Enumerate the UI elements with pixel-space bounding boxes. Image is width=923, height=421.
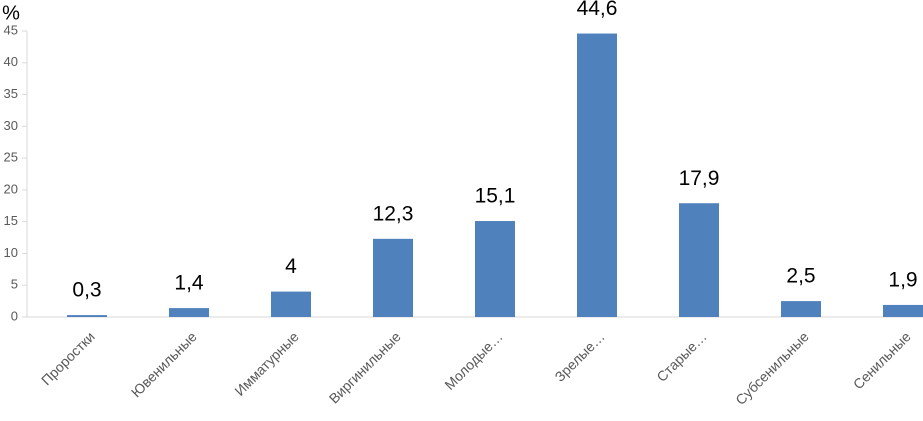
y-tick-label: 30	[4, 118, 18, 133]
y-axis-label: %	[2, 2, 20, 24]
value-label: 1,4	[174, 272, 204, 295]
value-label: 0,3	[72, 279, 101, 302]
y-tick-label: 40	[4, 54, 18, 69]
x-tick-label: Сенильные	[850, 328, 914, 392]
y-tick-label: 5	[11, 277, 18, 292]
value-label: 2,5	[786, 265, 815, 288]
x-tick-label: Ювенильные	[128, 328, 200, 400]
bar	[679, 203, 719, 317]
y-tick-label: 45	[4, 22, 18, 37]
y-tick-label: 15	[4, 213, 18, 228]
x-tick-label: Старые…	[653, 328, 709, 384]
x-tick-label: Проростки	[38, 328, 98, 388]
value-label: 15,1	[475, 185, 516, 208]
value-label: 12,3	[373, 202, 414, 225]
value-label: 44,6	[577, 0, 618, 20]
y-tick-label: 0	[11, 308, 18, 323]
value-label: 17,9	[679, 167, 720, 190]
bar	[271, 291, 311, 317]
value-label: 4	[285, 255, 297, 278]
bar	[67, 315, 107, 317]
x-tick-label: Зрелые…	[551, 328, 607, 384]
y-tick-label: 10	[4, 245, 18, 260]
x-tick-label: Виргинильные	[326, 328, 404, 406]
y-tick-label: 20	[4, 181, 18, 196]
x-tick-label: Молодые…	[441, 328, 505, 392]
x-tick-label: Субсенильные	[732, 328, 812, 408]
y-tick-label: 25	[4, 150, 18, 165]
bar	[781, 301, 821, 317]
x-tick-label: Имматурные	[231, 328, 302, 399]
y-tick-label: 35	[4, 86, 18, 101]
bar	[577, 33, 617, 317]
bar	[883, 304, 923, 317]
bar	[169, 308, 209, 317]
bar	[475, 221, 515, 317]
bar	[373, 238, 413, 317]
value-label: 1,9	[888, 268, 917, 291]
